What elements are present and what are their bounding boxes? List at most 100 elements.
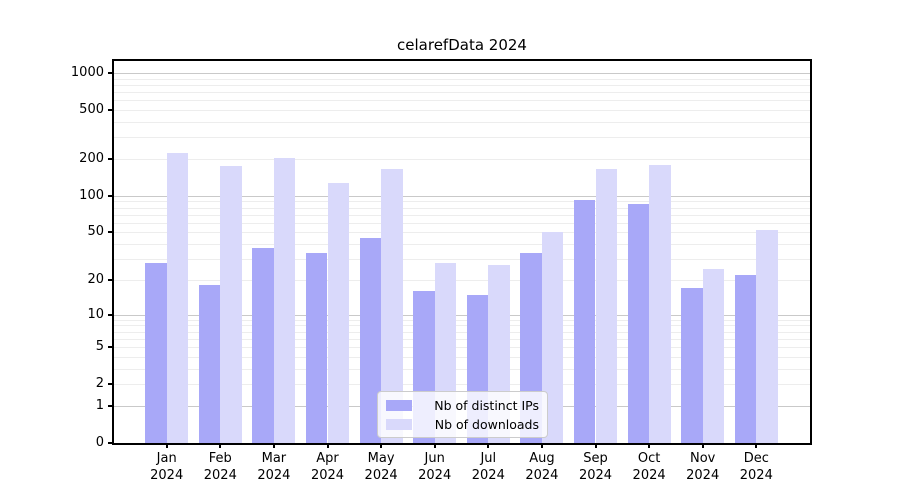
bar-distinct-ips-feb xyxy=(198,285,221,443)
x-tick xyxy=(648,443,651,448)
y-tick-label: 50 xyxy=(87,224,104,240)
gridline-major xyxy=(114,195,810,197)
x-tick xyxy=(272,443,275,448)
x-tick-label: Jul 2024 xyxy=(471,451,505,483)
gridline-minor xyxy=(114,201,810,203)
x-tick xyxy=(487,443,490,448)
y-tick-label: 1000 xyxy=(70,65,104,81)
gridline-minor xyxy=(114,319,810,321)
x-tick xyxy=(219,443,222,448)
gridline-minor xyxy=(114,331,810,333)
x-tick-label: Sep 2024 xyxy=(578,451,613,483)
gridline-minor xyxy=(114,222,810,224)
gridline-minor xyxy=(114,84,810,86)
gridline-minor xyxy=(114,368,810,370)
gridline-minor xyxy=(114,338,810,340)
y-tick xyxy=(108,404,113,407)
legend-entry-downloads: Nb of downloads xyxy=(386,417,539,432)
y-tick-label: 5 xyxy=(95,339,104,355)
x-tick-label: Jan 2024 xyxy=(150,451,184,483)
y-tick xyxy=(108,194,113,197)
bar-distinct-ips-nov xyxy=(681,288,703,443)
x-tick-label: Dec 2024 xyxy=(739,451,773,483)
y-tick xyxy=(108,72,113,75)
gridline-minor xyxy=(114,100,810,102)
gridline-minor xyxy=(114,78,810,80)
gridline-minor xyxy=(114,279,810,281)
x-tick-label: Jun 2024 xyxy=(418,451,452,483)
x-tick xyxy=(433,443,436,448)
bar-distinct-ips-dec xyxy=(734,275,757,443)
y-tick-label: 500 xyxy=(79,102,104,118)
y-tick-label: 2 xyxy=(95,376,104,392)
y-tick xyxy=(108,109,113,112)
bar-downloads-feb xyxy=(220,166,242,443)
y-tick-label: 0 xyxy=(95,435,104,450)
x-tick-label: Oct 2024 xyxy=(632,451,666,483)
gridline-minor xyxy=(114,259,810,261)
legend-entry-distinct-ips: Nb of distinct IPs xyxy=(386,398,539,413)
plot-area xyxy=(114,61,810,443)
gridline-minor xyxy=(114,356,810,358)
gridline-minor xyxy=(114,110,810,112)
x-tick-label: Mar 2024 xyxy=(257,451,291,483)
gridline-minor xyxy=(114,384,810,386)
gridline-major xyxy=(114,314,810,316)
gridline-minor xyxy=(114,325,810,327)
bar-distinct-ips-oct xyxy=(627,204,650,443)
x-tick xyxy=(326,443,329,448)
x-tick xyxy=(594,443,597,448)
legend-label-distinct-ips: Nb of distinct IPs xyxy=(434,397,539,413)
bar-downloads-jan xyxy=(166,152,189,443)
legend-swatch-downloads xyxy=(386,418,412,430)
bar-downloads-may xyxy=(381,169,403,443)
y-tick xyxy=(108,231,113,234)
x-tick-label: Aug 2024 xyxy=(525,451,559,483)
y-tick xyxy=(108,278,113,281)
gridline-minor xyxy=(114,207,810,209)
bar-downloads-mar xyxy=(273,158,296,443)
bar-downloads-dec xyxy=(756,230,778,443)
gridline-minor xyxy=(114,347,810,349)
bar-distinct-ips-sep xyxy=(573,199,596,443)
bar-downloads-aug xyxy=(541,232,564,443)
legend-label-downloads: Nb of downloads xyxy=(434,416,539,432)
x-tick xyxy=(380,443,383,448)
y-tick-label: 10 xyxy=(87,306,104,322)
bar-distinct-ips-may xyxy=(359,237,382,443)
x-tick-label: Apr 2024 xyxy=(310,451,345,483)
x-tick xyxy=(165,443,168,448)
gridline-major xyxy=(114,73,810,75)
gridline-minor xyxy=(114,92,810,94)
gridline-minor xyxy=(114,137,810,139)
y-tick-label: 200 xyxy=(79,151,104,167)
x-tick-label: May 2024 xyxy=(364,451,398,483)
y-tick-label: 20 xyxy=(87,271,104,287)
x-tick-label: Feb 2024 xyxy=(203,451,237,483)
y-tick-label: 100 xyxy=(79,187,104,203)
x-tick xyxy=(755,443,758,448)
legend: Nb of distinct IPs Nb of downloads xyxy=(377,391,548,438)
bar-distinct-ips-jan xyxy=(145,262,167,443)
gridline-minor xyxy=(114,159,810,161)
gridline-minor xyxy=(114,122,810,124)
gridline-minor xyxy=(114,244,810,246)
bar-distinct-ips-apr xyxy=(305,252,328,443)
x-tick-label: Nov 2024 xyxy=(686,451,720,483)
y-tick xyxy=(108,383,113,386)
gridline-minor xyxy=(114,232,810,234)
bar-downloads-sep xyxy=(595,169,618,443)
y-tick xyxy=(108,313,113,316)
legend-swatch-distinct-ips xyxy=(386,399,412,411)
bar-distinct-ips-mar xyxy=(252,248,274,443)
x-tick xyxy=(540,443,543,448)
y-tick xyxy=(108,346,113,349)
y-tick-label: 1 xyxy=(95,397,104,413)
bar-downloads-apr xyxy=(327,183,350,443)
y-tick xyxy=(108,158,113,161)
bar-downloads-nov xyxy=(702,268,725,443)
x-tick xyxy=(701,443,704,448)
y-tick xyxy=(108,442,113,444)
bar-downloads-oct xyxy=(649,165,671,443)
